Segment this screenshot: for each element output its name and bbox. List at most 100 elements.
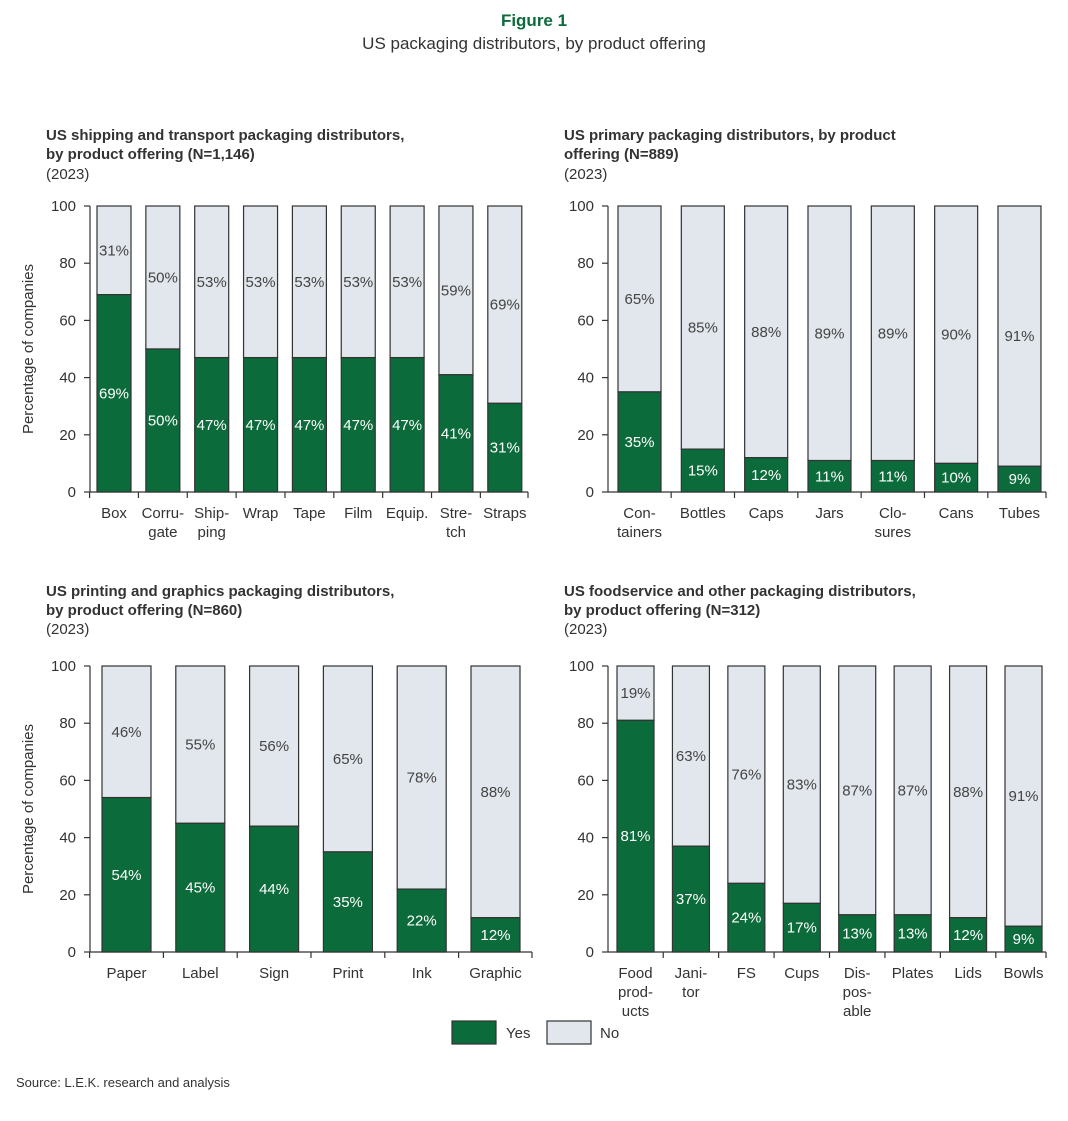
chart4-category-label: prod- <box>618 984 653 1001</box>
chart1-label-yes: 47% <box>392 417 422 434</box>
chart1-label-yes: 47% <box>246 417 276 434</box>
chart1-category-label: Equip. <box>386 505 429 522</box>
chart4-label-no: 83% <box>787 777 817 794</box>
chart2-year: (2023) <box>564 166 607 183</box>
chart4-category-label: pos- <box>843 984 872 1001</box>
chart1-title-line: US shipping and transport packaging dist… <box>46 127 404 144</box>
chart3-label-no: 55% <box>185 737 215 754</box>
chart1-year: (2023) <box>46 166 89 183</box>
chart3-category-label: Paper <box>106 965 146 982</box>
chart1-y-tick-label: 0 <box>68 484 76 501</box>
chart3-label-yes: 44% <box>259 881 289 898</box>
chart3-y-tick-label: 20 <box>59 887 76 904</box>
chart4-y-tick-label: 80 <box>577 715 594 732</box>
chart1-bar-yes <box>194 356 230 493</box>
chart2-category-label: Con- <box>623 505 656 522</box>
chart1-bar-no <box>291 205 327 359</box>
chart2-y-tick-label: 40 <box>577 370 594 387</box>
chart1-bar-yes <box>145 348 181 493</box>
chart4-bar-no <box>616 665 655 721</box>
chart2-y-tick-label: 20 <box>577 427 594 444</box>
chart3-title-line: by product offering (N=860) <box>46 602 242 619</box>
chart1-label-no: 53% <box>294 274 324 291</box>
chart2-bar-yes <box>680 448 725 493</box>
chart4-y-tick-label: 40 <box>577 830 594 847</box>
chart2-label-no: 89% <box>878 325 908 342</box>
chart3-category-label: Print <box>332 965 364 982</box>
chart3-label-yes: 35% <box>333 894 363 911</box>
chart1-bar-yes <box>389 356 425 493</box>
chart3-category-label: Label <box>182 965 219 982</box>
chart3-bar-yes <box>470 917 521 953</box>
chart4-category-label: Dis- <box>844 965 871 982</box>
chart4-category-label: Cups <box>784 965 819 982</box>
chart4-category-label: Food <box>618 965 652 982</box>
chart4-bar-yes <box>671 845 711 953</box>
figure-subtitle: US packaging distributors, by product of… <box>362 34 706 53</box>
chart1-bar-no <box>194 205 230 359</box>
chart3-label-yes: 22% <box>407 913 437 930</box>
chart4-category-label: FS <box>737 965 756 982</box>
chart2-title-line: US primary packaging distributors, by pr… <box>564 127 896 144</box>
chart3-y-axis-label: Percentage of companies <box>20 724 37 894</box>
chart2-bar-yes <box>997 465 1042 493</box>
chart1-category-label: gate <box>148 524 177 541</box>
chart3-bar-yes <box>175 822 226 953</box>
chart2-title-line: offering (N=889) <box>564 146 679 163</box>
chart2-category-label: Bottles <box>680 505 726 522</box>
chart1-label-yes: 69% <box>99 385 129 402</box>
chart4-title-line: by product offering (N=312) <box>564 602 760 619</box>
chart2-label-yes: 35% <box>624 434 654 451</box>
chart3-bar-no <box>470 665 521 919</box>
chart2-label-yes: 9% <box>1009 471 1031 488</box>
chart4-label-yes: 12% <box>953 927 983 944</box>
chart2-label-yes: 11% <box>878 468 907 485</box>
legend-yes-swatch <box>451 1020 497 1045</box>
chart2-bar-yes <box>744 457 789 493</box>
chart2-label-yes: 11% <box>815 468 844 485</box>
chart4-label-no: 88% <box>953 784 983 801</box>
chart3-category-label: Ink <box>412 965 433 982</box>
chart1-label-no: 31% <box>99 242 129 259</box>
chart2-y-tick-label: 0 <box>586 484 594 501</box>
chart2-bar-yes <box>870 459 915 493</box>
chart1-label-yes: 47% <box>294 417 324 434</box>
chart4-label-no: 19% <box>620 685 650 702</box>
chart2-label-no: 90% <box>941 327 971 344</box>
chart4-label-yes: 9% <box>1013 931 1035 948</box>
chart1-label-no: 59% <box>441 282 471 299</box>
chart2-category-label: Caps <box>749 505 784 522</box>
chart4-category-label: able <box>843 1003 871 1020</box>
chart1-y-tick-label: 100 <box>51 198 76 215</box>
chart3-label-no: 65% <box>333 751 363 768</box>
chart4-category-label: Plates <box>892 965 934 982</box>
chart4-y-tick-label: 60 <box>577 772 594 789</box>
chart1-y-tick-label: 20 <box>59 427 76 444</box>
chart1-category-label: Stre- <box>440 505 473 522</box>
chart1-label-no: 53% <box>246 274 276 291</box>
chart3-label-no: 78% <box>407 770 437 787</box>
chart4-bar-yes <box>1004 925 1043 953</box>
chart1-title-line: by product offering (N=1,146) <box>46 146 255 163</box>
legend-no-label: No <box>600 1025 619 1042</box>
chart4-year: (2023) <box>564 621 607 638</box>
chart4-bar-yes <box>782 902 821 953</box>
chart4-category-label: ucts <box>622 1003 650 1020</box>
chart4-label-no: 63% <box>676 748 706 765</box>
chart1-y-axis-label: Percentage of companies <box>20 264 37 434</box>
chart2-bar-no <box>744 205 789 459</box>
figure-title: Figure 1 <box>500 11 568 30</box>
chart3-bar-no <box>175 665 226 824</box>
chart1-y-tick-label: 60 <box>59 312 76 329</box>
chart3-bar-no <box>396 665 447 890</box>
chart1-category-label: ping <box>198 524 226 541</box>
chart4-label-no: 91% <box>1008 788 1038 805</box>
legend-no-swatch <box>546 1020 592 1045</box>
chart3-bar-yes <box>101 796 152 953</box>
chart1-label-yes: 47% <box>343 417 373 434</box>
chart1-category-label: tch <box>446 524 466 541</box>
chart4-label-yes: 37% <box>676 891 706 908</box>
chart3-y-tick-label: 60 <box>59 772 76 789</box>
chart2-category-label: tainers <box>617 524 662 541</box>
chart4-label-yes: 13% <box>898 925 928 942</box>
